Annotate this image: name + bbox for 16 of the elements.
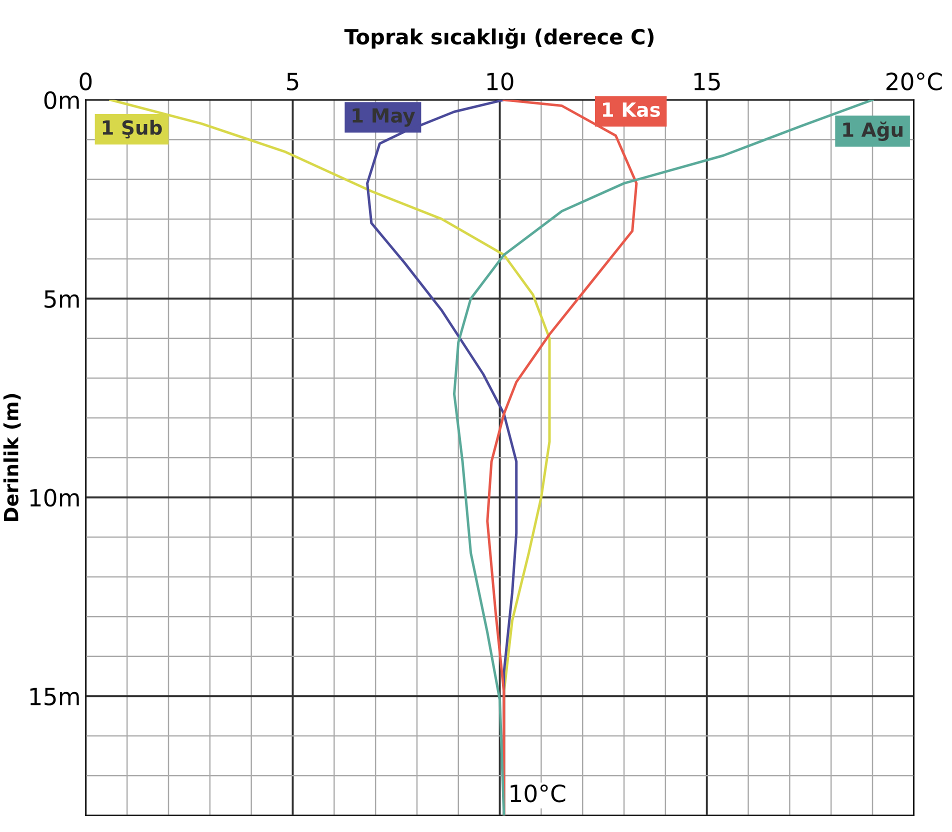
x-tick-label: 20°C — [886, 72, 942, 90]
x-tick-label: 10 — [487, 72, 514, 90]
y-tick-label: 10m — [30, 488, 79, 507]
x-tick-label: 5 — [287, 72, 298, 90]
series-label: 1 Kas — [603, 102, 660, 117]
y-tick-label: 15m — [30, 688, 79, 706]
chart-title: Toprak sıcaklığı (derece C) — [344, 28, 654, 49]
y-tick-label: 5m — [44, 290, 79, 308]
series-label: 1 Şub — [102, 120, 162, 138]
series-label: 1 May — [352, 108, 416, 127]
annotation: 10°C — [510, 784, 566, 802]
y-tick-label: 0m — [44, 91, 79, 110]
x-tick-label: 0 — [80, 72, 92, 90]
y-axis-title: Derinlik (m) — [3, 394, 21, 522]
series-label: 1 Ağu — [843, 122, 902, 141]
x-tick-label: 15 — [694, 72, 720, 90]
